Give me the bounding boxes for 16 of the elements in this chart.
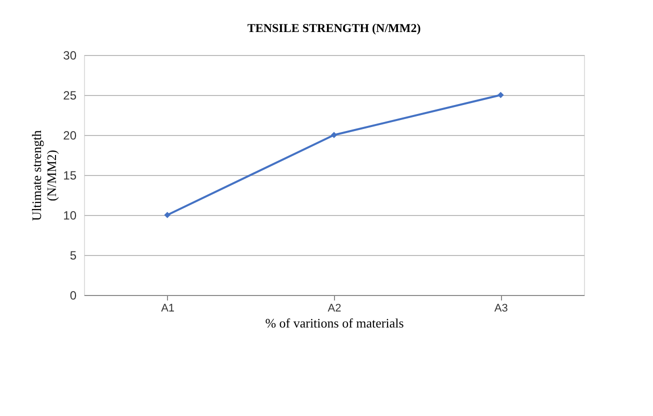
x-tick-label: A2 <box>328 302 342 314</box>
point <box>498 92 504 98</box>
x-axis-title: % of varitions of materials <box>265 316 404 330</box>
y-tick-label: 20 <box>63 128 77 142</box>
y-tick-label: 10 <box>63 208 77 222</box>
point <box>330 132 338 138</box>
y-tick-label: 0 <box>70 288 77 302</box>
x-tick-label: A1 <box>161 302 175 314</box>
y-tick-label: 25 <box>63 88 77 102</box>
chart-title: TENSILE STRENGTH (N/MM2) <box>247 21 421 35</box>
y-tick-label: 5 <box>70 248 77 262</box>
x-tick-label: A3 <box>494 302 508 314</box>
y-axis-title: Ultimate strength (N/MM2) <box>29 130 60 221</box>
y-tick-label: 30 <box>63 48 77 62</box>
point <box>164 212 170 218</box>
y-tick-label: 15 <box>63 168 77 182</box>
